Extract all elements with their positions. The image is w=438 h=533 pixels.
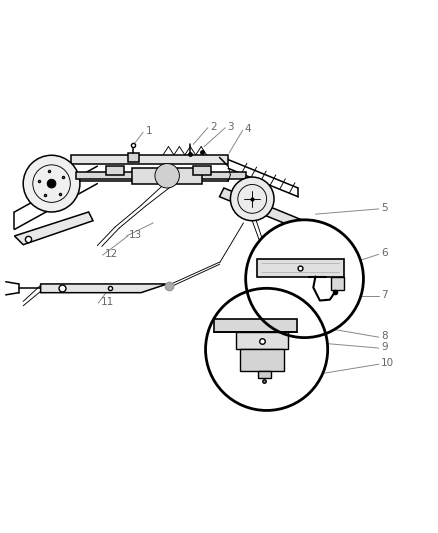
- Text: 1: 1: [145, 126, 152, 136]
- Circle shape: [245, 220, 363, 337]
- Text: 10: 10: [380, 358, 393, 368]
- Text: 6: 6: [380, 248, 387, 259]
- Circle shape: [230, 177, 273, 221]
- Polygon shape: [14, 212, 93, 245]
- Polygon shape: [41, 284, 167, 293]
- Text: 7: 7: [380, 290, 387, 300]
- Polygon shape: [71, 173, 228, 181]
- Text: 4: 4: [244, 124, 251, 134]
- Polygon shape: [236, 332, 288, 350]
- Circle shape: [23, 155, 80, 212]
- Polygon shape: [330, 277, 343, 289]
- Text: 9: 9: [380, 342, 387, 352]
- Polygon shape: [71, 155, 228, 164]
- Circle shape: [47, 179, 56, 188]
- Polygon shape: [193, 166, 210, 175]
- Polygon shape: [214, 319, 297, 332]
- Text: 12: 12: [105, 249, 118, 259]
- Polygon shape: [75, 172, 245, 179]
- Polygon shape: [240, 350, 283, 371]
- Polygon shape: [106, 166, 123, 175]
- Text: 3: 3: [227, 122, 233, 132]
- Circle shape: [155, 164, 179, 188]
- Polygon shape: [127, 153, 138, 162]
- Text: 13: 13: [128, 230, 141, 240]
- Text: 2: 2: [209, 122, 216, 132]
- Polygon shape: [256, 259, 343, 277]
- Text: 11: 11: [101, 297, 114, 307]
- Circle shape: [205, 288, 327, 410]
- Text: 8: 8: [380, 332, 387, 341]
- Text: 5: 5: [380, 203, 387, 213]
- Polygon shape: [132, 168, 201, 183]
- Polygon shape: [219, 188, 319, 236]
- Polygon shape: [257, 371, 270, 378]
